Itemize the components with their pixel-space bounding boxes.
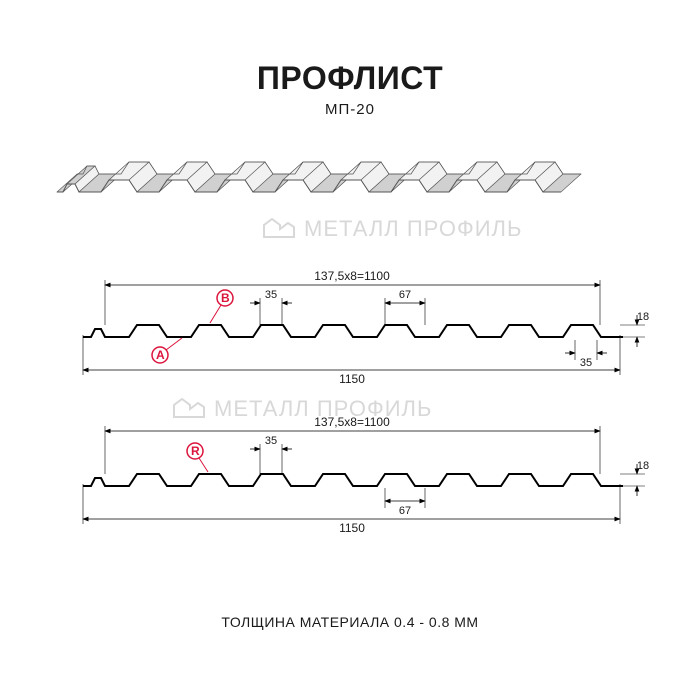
svg-text:R: R — [191, 444, 200, 458]
product-code: МП-20 — [0, 101, 700, 118]
dim-35a: 35 — [265, 289, 277, 301]
marker-b: B — [210, 290, 233, 323]
dim-67-2: 67 — [399, 505, 411, 517]
marker-r: R — [187, 443, 208, 472]
svg-text:A: A — [156, 348, 165, 362]
dim-bottom: 1150 — [339, 372, 365, 386]
dim-35b: 35 — [580, 357, 592, 369]
dim-top: 137,5x8=1100 — [314, 269, 390, 283]
isometric-view — [45, 150, 655, 230]
diagram-container: 137,5x8=1100 35 67 A B 18 — [45, 150, 655, 546]
cross-section-2: 137,5x8=1100 35 R 67 18 1150 — [45, 396, 655, 546]
thickness-note: ТОЛЩИНА МАТЕРИАЛА 0.4 - 0.8 ММ — [0, 614, 700, 630]
dim-18: 18 — [637, 311, 649, 323]
dim-18-2: 18 — [637, 460, 649, 472]
dim-top-2: 137,5x8=1100 — [314, 415, 390, 429]
page-title: ПРОФЛИСТ — [0, 60, 700, 97]
dim-35-2: 35 — [265, 435, 277, 447]
cross-section-1: 137,5x8=1100 35 67 A B 18 — [45, 240, 655, 390]
svg-text:B: B — [221, 291, 230, 305]
marker-a: A — [152, 338, 182, 363]
dim-bottom-2: 1150 — [339, 521, 365, 535]
dim-67: 67 — [399, 289, 411, 301]
